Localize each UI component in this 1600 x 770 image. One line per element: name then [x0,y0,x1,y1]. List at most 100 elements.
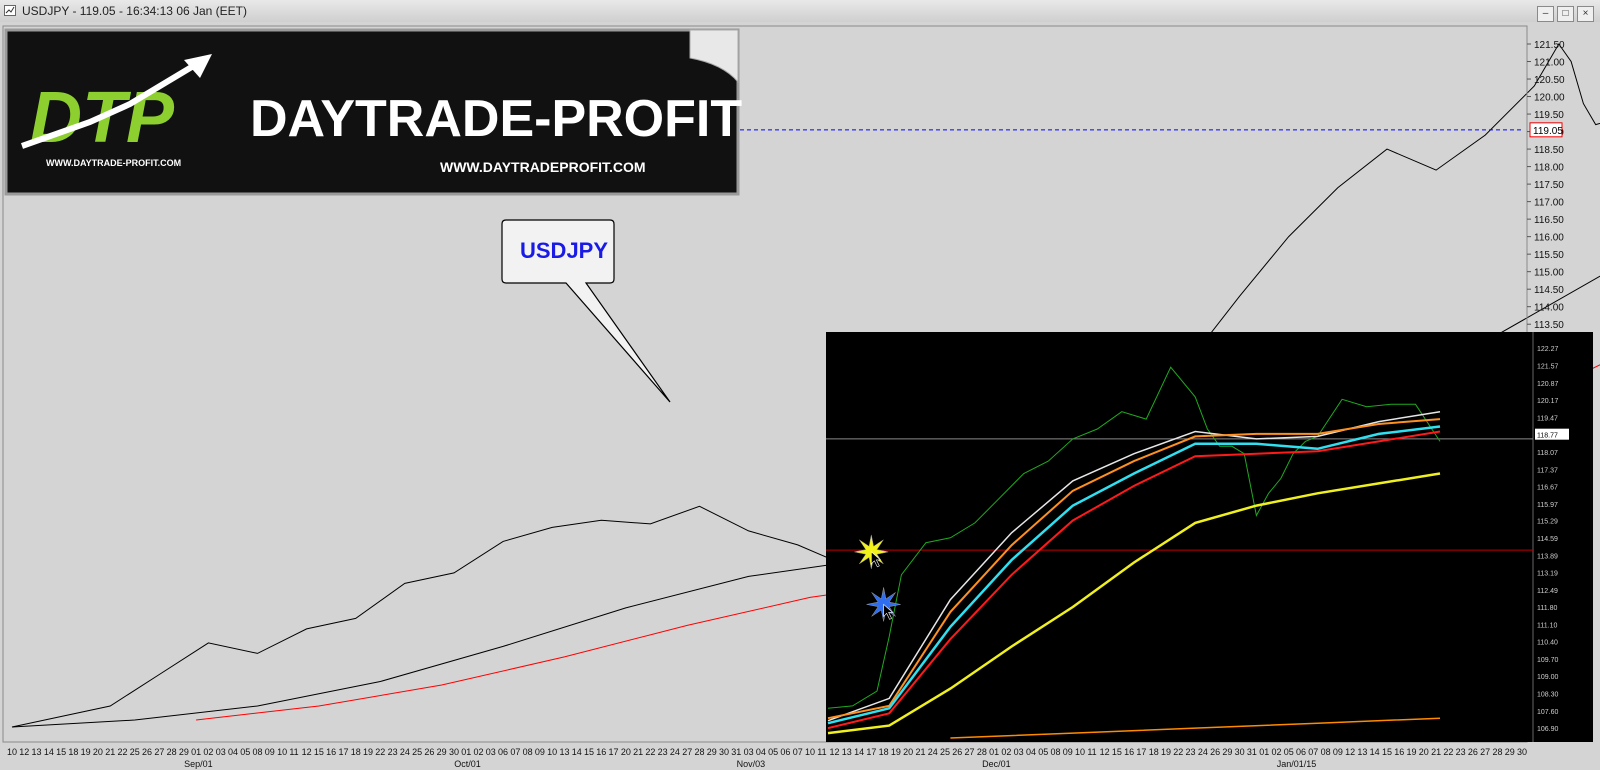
x-day-label: 22 [375,747,385,757]
cursor-arrow-icon [883,603,894,620]
x-day-label: 18 [879,747,889,757]
inset-y-axis-panel [1533,332,1593,742]
x-day-label: 21 [915,747,925,757]
window-title: USDJPY - 119.05 - 16:34:13 06 Jan (EET) [22,4,248,18]
x-day-label: 03 [486,747,496,757]
x-day-label: 27 [965,747,975,757]
x-day-label: 19 [363,747,373,757]
inset-y-tick-label: 111.80 [1537,605,1557,612]
x-day-label: 29 [707,747,717,757]
maximize-button[interactable]: □ [1557,6,1574,22]
x-day-label: 12 [302,747,312,757]
inset-horizontal-lines [826,438,1533,551]
inset-y-tick-label: 121.57 [1537,363,1559,370]
inset-y-tick-label: 119.47 [1537,415,1558,422]
x-day-label: 07 [510,747,520,757]
x-day-label: 01 [1259,747,1269,757]
inset-ma-red [827,430,1441,730]
y-tick-label: 121.00 [1534,58,1565,69]
inset-ma-orange [827,418,1441,720]
x-day-label: 11 [817,747,826,757]
x-day-label: 02 [203,747,213,757]
x-day-label: 27 [682,747,692,757]
x-day-label: 10 [1075,747,1085,757]
x-day-label: 19 [891,747,901,757]
x-day-label: 13 [1357,747,1367,757]
x-day-label: 30 [1235,747,1245,757]
x-day-label: 20 [1419,747,1429,757]
y-tick-label: 120.00 [1534,93,1565,104]
inset-y-tick-label: 122.27 [1537,346,1559,353]
x-day-label: 21 [633,747,643,757]
inset-series-group [827,366,1441,739]
x-day-label: 24 [670,747,680,757]
usdjpy-callout: USDJPY [501,219,671,403]
x-month-label: Sep/01 [184,759,213,769]
inset-chart: 122.27 121.57 120.87 120.17 119.47 118.77 118.… [826,332,1593,742]
inset-y-axis: 122.27 121.57 120.87 120.17 119.47 118.77 118.… [1535,346,1569,733]
x-day-label: 03 [216,747,226,757]
logo-url-large: WWW.DAYTRADEPROFIT.COM [440,159,646,175]
x-month-label: Jan/01/15 [1277,759,1317,769]
logo-url-small: WWW.DAYTRADE-PROFIT.COM [46,158,181,168]
x-day-label: 03 [744,747,754,757]
y-tick-label: 120.50 [1534,75,1565,86]
x-day-label: 05 [768,747,778,757]
x-day-label: 24 [928,747,938,757]
x-day-label: 19 [1407,747,1417,757]
x-day-label: 22 [1173,747,1183,757]
x-day-label: 10 [277,747,287,757]
price-series-line [11,43,1600,728]
x-day-label: 12 [19,747,29,757]
x-day-label: 23 [658,747,668,757]
x-month-label: Oct/01 [454,759,481,769]
x-day-label: 20 [93,747,103,757]
inset-y-tick-label: 120.87 [1537,381,1559,388]
x-day-label: 16 [596,747,606,757]
inset-y-tick-label: 115.97 [1537,502,1558,509]
x-day-label: 11 [1087,747,1096,757]
x-day-label: 17 [609,747,619,757]
x-day-label: 15 [314,747,324,757]
x-day-label: 28 [167,747,177,757]
x-day-label: 08 [523,747,533,757]
x-day-label: 18 [1149,747,1159,757]
yellow-star-marker-icon [854,534,889,569]
inset-y-tick-label: 109.70 [1537,657,1559,664]
x-day-label: 30 [719,747,729,757]
x-day-label: 05 [1038,747,1048,757]
x-day-label: 17 [866,747,876,757]
current-price-tag [1529,122,1563,138]
inset-y-tick-label: 110.40 [1537,640,1558,647]
x-day-label: 01 [191,747,201,757]
x-day-label: 22 [117,747,127,757]
x-day-label: 08 [1321,747,1331,757]
x-day-label: 06 [780,747,790,757]
cursor-arrow-icon [871,551,882,568]
x-day-label: 27 [1480,747,1490,757]
x-day-label: 02 [1001,747,1011,757]
minimize-button[interactable]: – [1537,6,1554,22]
dtp-arrow-logo-icon: DTP [21,54,212,158]
x-day-label: 18 [68,747,78,757]
inset-y-tick-label: 116.67 [1537,485,1558,492]
x-day-label: 18 [351,747,361,757]
x-day-label: 28 [694,747,704,757]
x-day-label: 15 [584,747,594,757]
x-day-label: 02 [1271,747,1281,757]
x-day-label: 19 [81,747,91,757]
x-day-label: 09 [1333,747,1343,757]
x-day-label: 31 [731,747,741,757]
x-day-label: 02 [474,747,484,757]
x-day-label: 12 [1345,747,1355,757]
inset-y-tick-label: 111.10 [1537,622,1557,629]
close-button[interactable]: × [1577,6,1594,22]
x-day-label: 04 [756,747,766,757]
y-tick-label: 113.50 [1534,320,1564,331]
x-day-label: 05 [240,747,250,757]
x-day-label: 22 [1443,747,1453,757]
inset-y-tick-label: 107.60 [1537,709,1559,716]
x-day-label: 09 [265,747,275,757]
y-tick-label: 118.00 [1534,163,1564,174]
x-day-label: 31 [1247,747,1257,757]
